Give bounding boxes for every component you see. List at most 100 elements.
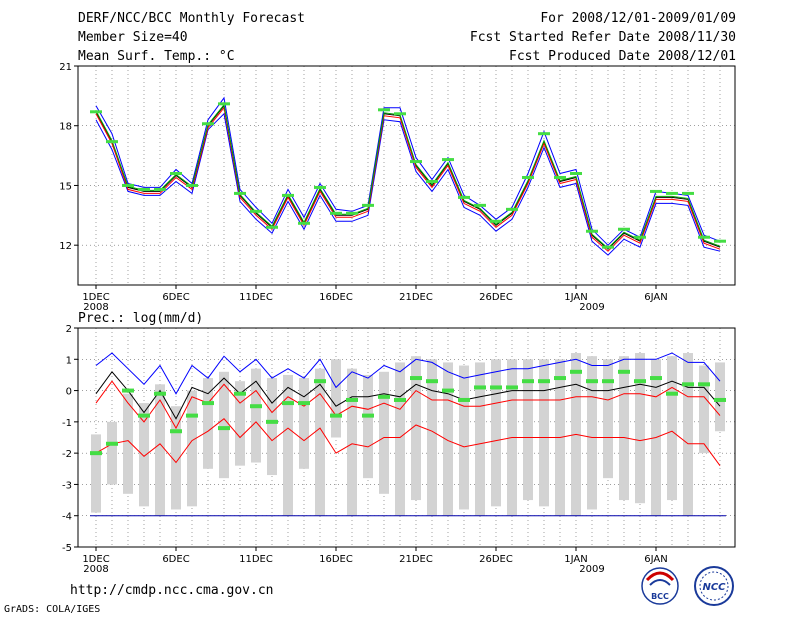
temp-series-lower-envelope [95,112,721,256]
prec-box [587,356,597,510]
prec-box [427,359,437,516]
prec-box [187,390,197,507]
prec-box [283,374,293,516]
prec-box [475,362,485,516]
prec-marker [378,394,390,399]
prec-ytick-label: -5 [62,543,72,554]
member-size: Member Size=40 [78,30,188,45]
temp-marker [698,235,710,239]
temp-xtick-label: 21DEC [399,292,433,303]
prec-marker [554,376,566,381]
prec-box [219,371,229,479]
prec-marker [218,426,230,431]
variable-label: Mean Surf. Temp.: °C [78,49,235,64]
prec-box [379,371,389,494]
prec-xtick-label: 1DEC [82,554,109,565]
temp-xtick-label: 26DEC [479,292,513,303]
chart-title: DERF/NCC/BCC Monthly Forecast [78,11,305,26]
temp-marker [458,195,470,199]
prec-box [91,434,101,513]
prec-box [715,362,725,432]
prec-box [411,356,421,501]
prec-box [539,359,549,507]
prec-box [155,384,165,516]
prec-marker [186,413,198,418]
prec-xtick-label: 1JAN [564,554,587,565]
prec-xtick-label: 11DEC [239,554,273,565]
prec-box [459,365,469,510]
prec-box [203,378,213,469]
prec-marker [314,379,326,384]
prec-marker [618,369,630,374]
temp-marker [138,187,150,191]
prec-ytick-label: -4 [62,512,72,523]
temp-marker [378,108,390,112]
prec-ytick-label: -1 [62,418,72,429]
temp-marker [234,191,246,195]
prec-box [299,378,309,469]
temp-marker [586,229,598,233]
prec-ytick-label: 2 [66,324,72,335]
temp-marker [634,235,646,239]
temp-xtick-label: 1JAN [564,292,587,303]
temp-marker [650,189,662,193]
prec-xtick-label: 26DEC [479,554,513,565]
temp-marker [490,219,502,223]
temp-marker [282,193,294,197]
temp-marker [538,132,550,136]
prec-marker [458,397,470,402]
prec-marker [154,391,166,396]
prec-marker [666,391,678,396]
temp-marker [298,221,310,225]
prec-box [699,365,709,454]
prec-marker [506,385,518,390]
prec-box [635,353,645,504]
prec-box [331,359,341,438]
forecast-started-date: Fcst Started Refer Date 2008/11/30 [469,30,736,45]
temp-marker [442,158,454,162]
temp-marker [122,183,134,187]
prec-box [267,378,277,476]
prec-box [523,359,533,501]
temp-marker [250,209,262,213]
temp-marker [714,239,726,243]
temp-marker [346,211,358,215]
prec-year-label: 2009 [579,564,604,575]
prec-xtick-label: 6DEC [162,554,189,565]
temp-marker [106,140,118,144]
prec-marker [298,401,310,406]
temp-series-member-green [95,103,721,249]
temp-year-label: 2008 [83,302,108,313]
prec-series-upper-90pct [95,352,721,395]
prec-marker [394,397,406,402]
temp-marker [666,191,678,195]
grads-credit: GrADS: COLA/IGES [4,604,101,615]
prec-marker [538,379,550,384]
prec-marker [570,369,582,374]
prec-xtick-label: 21DEC [399,554,433,565]
prec-marker [346,397,358,402]
temp-marker [682,191,694,195]
temp-series-upper-envelope [95,96,721,246]
prec-box [123,393,133,494]
prec-marker [122,388,134,393]
prec-marker [234,391,246,396]
prec-marker [202,401,214,406]
prec-series-lower-a [95,380,721,430]
temp-marker [394,112,406,116]
prec-marker [426,379,438,384]
temp-xtick-label: 1DEC [82,292,109,303]
temp-marker [426,179,438,183]
temp-marker [602,245,614,249]
prec-marker [90,451,102,456]
footer-url[interactable]: http://cmdp.ncc.cma.gov.cn [70,583,274,598]
prec-marker [714,397,726,402]
prec-marker [522,379,534,384]
temp-xtick-label: 16DEC [319,292,353,303]
temp-xtick-label: 11DEC [239,292,273,303]
temp-marker [522,175,534,179]
prec-marker [170,429,182,434]
temp-panel: 21 18 15 12 1DEC 6DEC 11DEC 16DEC 21DEC 26DEC 1JAN… [59,62,736,313]
prec-box [171,406,181,510]
prec-box [139,403,149,507]
